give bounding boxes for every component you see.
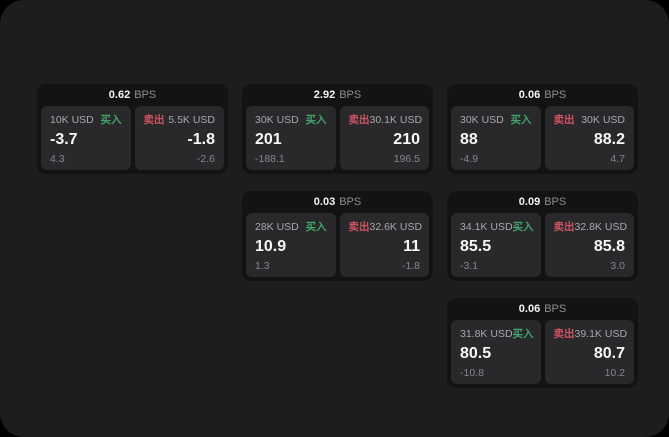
buy-size: 28K USD xyxy=(255,220,299,233)
sell-label: 卖出 xyxy=(348,221,370,233)
quote-card-4: 0.03 BPS 28K USD 买入 10.9 1.3 卖出 32.6K US… xyxy=(242,191,433,281)
bps-unit-label: BPS xyxy=(339,196,362,208)
buy-delta: -10.8 xyxy=(460,366,484,379)
sell-delta: -1.8 xyxy=(401,259,420,272)
sell-price: -1.8 xyxy=(187,131,215,149)
buy-size: 31.8K USD xyxy=(460,327,513,340)
quote-card-2: 2.92 BPS 30K USD 买入 201 -188.1 卖出 30.1K … xyxy=(242,84,433,174)
buy-label: 买入 xyxy=(512,221,534,233)
bps-unit-label: BPS xyxy=(134,89,157,101)
buy-delta: -188.1 xyxy=(255,152,285,165)
sell-price: 11 xyxy=(403,238,420,256)
sell-size: 30.1K USD xyxy=(369,113,423,126)
sell-delta: 196.5 xyxy=(393,152,420,165)
bps-value: 0.06 xyxy=(518,303,541,315)
bps-unit-label: BPS xyxy=(339,89,362,101)
bps-value: 0.06 xyxy=(518,89,541,101)
sell-size: 30K USD xyxy=(581,113,625,126)
sell-size: 32.8K USD xyxy=(574,220,628,233)
sell-tile[interactable]: 卖出 30.1K USD 210 196.5 xyxy=(339,106,429,170)
bps-header: 0.09 BPS xyxy=(451,191,634,213)
bps-value: 0.03 xyxy=(313,196,336,208)
buy-size: 30K USD xyxy=(255,113,299,126)
buy-price: 85.5 xyxy=(460,238,492,256)
quote-card-3: 0.06 BPS 30K USD 买入 88 -4.9 卖出 30K USD 8… xyxy=(447,84,638,174)
bps-value: 2.92 xyxy=(313,89,336,101)
bps-header: 0.06 BPS xyxy=(451,84,634,106)
sell-price: 85.8 xyxy=(593,238,625,256)
buy-price: 80.5 xyxy=(460,345,492,363)
buy-price: 88 xyxy=(460,131,478,149)
bps-unit-label: BPS xyxy=(544,89,567,101)
sell-tile[interactable]: 卖出 5.5K USD -1.8 -2.6 xyxy=(134,106,224,170)
buy-price: 10.9 xyxy=(255,238,287,256)
buy-size: 10K USD xyxy=(50,113,94,126)
sell-delta: -2.6 xyxy=(196,152,215,165)
buy-size: 34.1K USD xyxy=(460,220,513,233)
quote-card-5: 0.09 BPS 34.1K USD 买入 85.5 -3.1 卖出 32.8K… xyxy=(447,191,638,281)
bps-header: 0.03 BPS xyxy=(246,191,429,213)
sell-size: 5.5K USD xyxy=(168,113,215,126)
buy-label: 买入 xyxy=(510,114,532,126)
buy-delta: -3.1 xyxy=(460,259,479,272)
sell-label: 卖出 xyxy=(553,328,575,340)
quote-card-1: 0.62 BPS 10K USD 买入 -3.7 4.3 卖出 5.5K USD… xyxy=(37,84,228,174)
buy-tile[interactable]: 30K USD 买入 201 -188.1 xyxy=(246,106,336,170)
sell-tile[interactable]: 卖出 39.1K USD 80.7 10.2 xyxy=(544,320,634,384)
bps-unit-label: BPS xyxy=(544,303,567,315)
sell-tile[interactable]: 卖出 30K USD 88.2 4.7 xyxy=(544,106,634,170)
buy-tile[interactable]: 31.8K USD 买入 80.5 -10.8 xyxy=(451,320,541,384)
sell-price: 210 xyxy=(393,131,420,149)
buy-label: 买入 xyxy=(305,114,327,126)
sell-price: 88.2 xyxy=(593,131,625,149)
buy-tile[interactable]: 34.1K USD 买入 85.5 -3.1 xyxy=(451,213,541,277)
buy-tile[interactable]: 28K USD 买入 10.9 1.3 xyxy=(246,213,336,277)
quote-card-6: 0.06 BPS 31.8K USD 买入 80.5 -10.8 卖出 39.1… xyxy=(447,298,638,388)
buy-price: -3.7 xyxy=(50,131,78,149)
buy-label: 买入 xyxy=(100,114,122,126)
sell-size: 32.6K USD xyxy=(369,220,423,233)
sell-label: 卖出 xyxy=(553,114,575,126)
buy-delta: -4.9 xyxy=(460,152,479,165)
sell-size: 39.1K USD xyxy=(574,327,628,340)
bps-header: 0.06 BPS xyxy=(451,298,634,320)
sell-price: 80.7 xyxy=(593,345,625,363)
buy-tile[interactable]: 30K USD 买入 88 -4.9 xyxy=(451,106,541,170)
buy-delta: 1.3 xyxy=(255,259,270,272)
sell-delta: 10.2 xyxy=(604,366,625,379)
bps-value: 0.09 xyxy=(518,196,541,208)
sell-label: 卖出 xyxy=(348,114,370,126)
buy-label: 买入 xyxy=(305,221,327,233)
buy-tile[interactable]: 10K USD 买入 -3.7 4.3 xyxy=(41,106,131,170)
buy-delta: 4.3 xyxy=(50,152,65,165)
sell-label: 卖出 xyxy=(143,114,165,126)
sell-tile[interactable]: 卖出 32.8K USD 85.8 3.0 xyxy=(544,213,634,277)
buy-price: 201 xyxy=(255,131,282,149)
bps-header: 0.62 BPS xyxy=(41,84,224,106)
sell-delta: 4.7 xyxy=(610,152,625,165)
bps-unit-label: BPS xyxy=(544,196,567,208)
bps-value: 0.62 xyxy=(108,89,131,101)
sell-tile[interactable]: 卖出 32.6K USD 11 -1.8 xyxy=(339,213,429,277)
sell-delta: 3.0 xyxy=(610,259,625,272)
bps-header: 2.92 BPS xyxy=(246,84,429,106)
buy-size: 30K USD xyxy=(460,113,504,126)
sell-label: 卖出 xyxy=(553,221,575,233)
buy-label: 买入 xyxy=(512,328,534,340)
